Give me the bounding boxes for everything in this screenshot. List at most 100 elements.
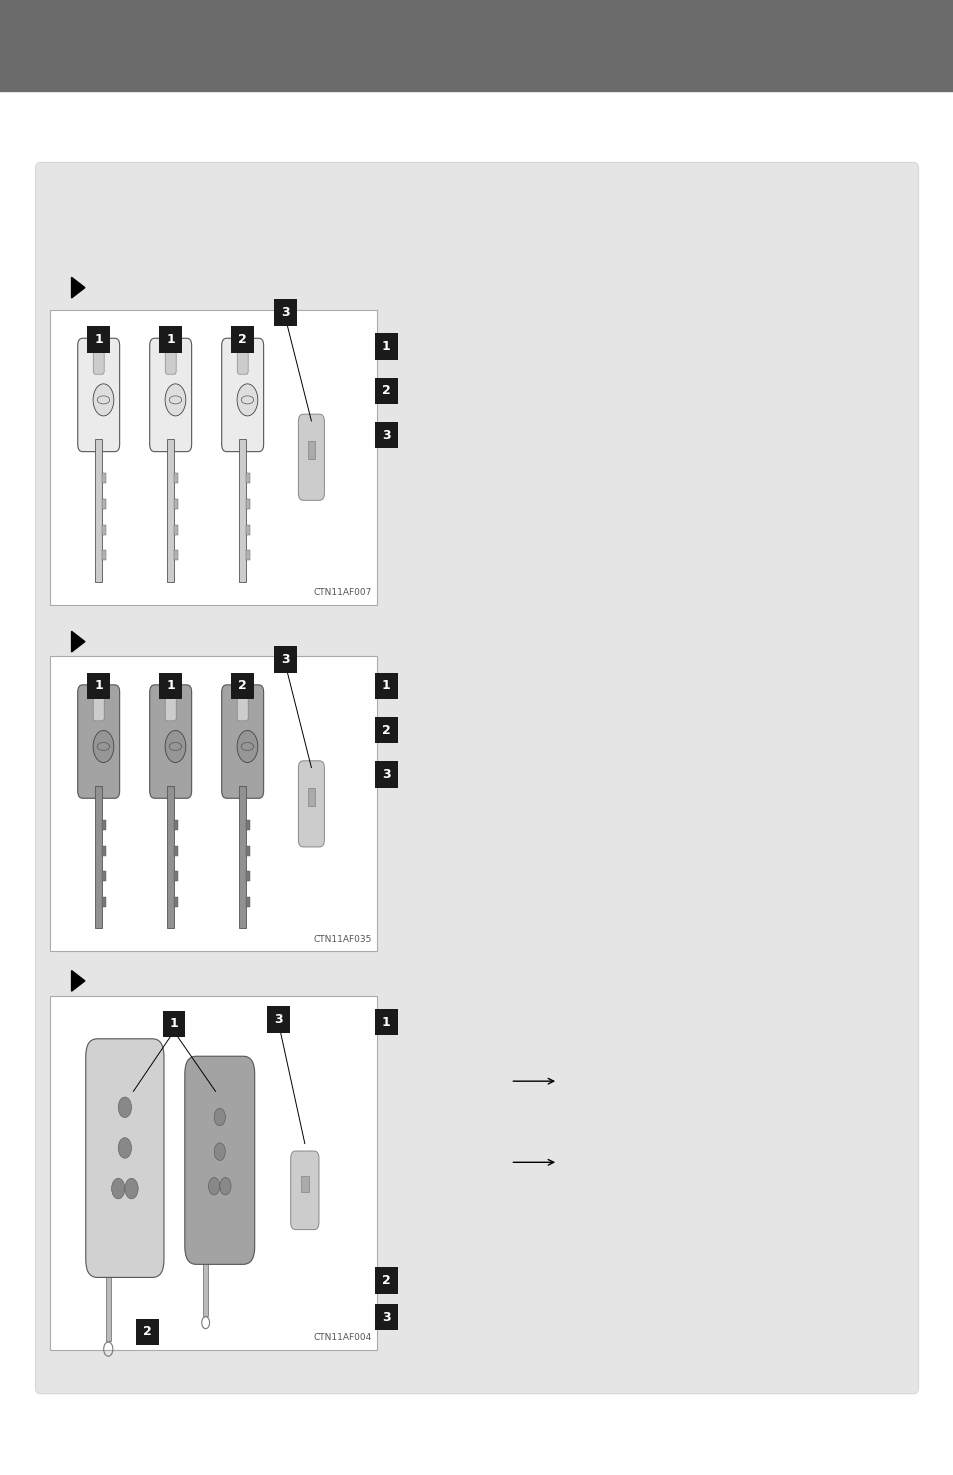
Text: 1: 1 [381, 680, 391, 692]
Circle shape [118, 1097, 132, 1118]
FancyBboxPatch shape [231, 326, 253, 353]
Bar [246, 820, 250, 830]
FancyBboxPatch shape [150, 684, 192, 798]
Text: 2: 2 [143, 1326, 152, 1338]
Bar [246, 525, 250, 535]
Circle shape [237, 384, 257, 416]
Bar [102, 473, 106, 484]
Circle shape [112, 1179, 125, 1199]
Bar [246, 550, 250, 560]
Bar [174, 845, 177, 856]
Bar [102, 499, 106, 509]
FancyBboxPatch shape [375, 378, 397, 404]
FancyBboxPatch shape [50, 310, 376, 605]
FancyBboxPatch shape [136, 1319, 159, 1345]
Bar [308, 788, 314, 805]
Circle shape [125, 1179, 138, 1199]
Text: 1: 1 [381, 1016, 391, 1028]
Bar [102, 897, 106, 907]
FancyBboxPatch shape [375, 761, 397, 788]
FancyBboxPatch shape [159, 326, 182, 353]
Bar [246, 845, 250, 856]
Circle shape [219, 1177, 231, 1195]
Text: 3: 3 [381, 429, 391, 441]
Bar [102, 550, 106, 560]
FancyBboxPatch shape [298, 414, 324, 500]
Text: 3: 3 [381, 768, 391, 780]
Text: 2: 2 [381, 724, 391, 736]
Polygon shape [71, 277, 85, 298]
Bar [174, 499, 177, 509]
Text: 3: 3 [280, 653, 289, 665]
Text: 1: 1 [166, 680, 174, 692]
Text: CTN11AF035: CTN11AF035 [314, 935, 372, 944]
FancyBboxPatch shape [239, 440, 246, 581]
Bar [174, 897, 177, 907]
Bar [174, 820, 177, 830]
FancyBboxPatch shape [274, 299, 296, 326]
Bar [102, 845, 106, 856]
Bar [308, 441, 314, 459]
Bar [174, 525, 177, 535]
FancyBboxPatch shape [50, 996, 376, 1350]
Text: 3: 3 [280, 307, 289, 319]
FancyBboxPatch shape [87, 326, 110, 353]
Circle shape [209, 1177, 219, 1195]
FancyBboxPatch shape [93, 351, 104, 375]
Text: 2: 2 [238, 680, 247, 692]
FancyBboxPatch shape [237, 698, 248, 721]
FancyBboxPatch shape [203, 1229, 208, 1316]
FancyBboxPatch shape [150, 338, 192, 451]
FancyBboxPatch shape [167, 786, 174, 928]
FancyBboxPatch shape [77, 338, 119, 451]
FancyBboxPatch shape [106, 1239, 111, 1341]
Text: 1: 1 [170, 1018, 178, 1031]
FancyBboxPatch shape [35, 162, 918, 1394]
Polygon shape [71, 631, 85, 652]
Polygon shape [71, 971, 85, 991]
FancyBboxPatch shape [267, 1006, 290, 1032]
FancyBboxPatch shape [87, 673, 110, 699]
FancyBboxPatch shape [375, 1267, 397, 1294]
FancyBboxPatch shape [274, 646, 296, 673]
Bar [246, 499, 250, 509]
Text: 1: 1 [94, 333, 103, 345]
FancyBboxPatch shape [221, 338, 263, 451]
Text: 2: 2 [381, 1274, 391, 1286]
Text: 2: 2 [238, 333, 247, 345]
Bar [246, 872, 250, 882]
Circle shape [165, 730, 186, 763]
Bar [0, 0, 953, 91]
FancyBboxPatch shape [159, 673, 182, 699]
Bar [174, 473, 177, 484]
Bar [301, 1176, 308, 1192]
Bar [174, 550, 177, 560]
Bar [102, 820, 106, 830]
FancyBboxPatch shape [77, 684, 119, 798]
FancyBboxPatch shape [162, 1010, 185, 1037]
Text: 2: 2 [381, 385, 391, 397]
FancyBboxPatch shape [165, 698, 176, 721]
Bar [102, 525, 106, 535]
FancyBboxPatch shape [165, 351, 176, 375]
Text: 3: 3 [274, 1013, 283, 1025]
FancyBboxPatch shape [95, 440, 102, 581]
Text: 1: 1 [94, 680, 103, 692]
FancyBboxPatch shape [375, 333, 397, 360]
Text: 1: 1 [166, 333, 174, 345]
Circle shape [237, 730, 257, 763]
FancyBboxPatch shape [237, 351, 248, 375]
FancyBboxPatch shape [95, 786, 102, 928]
Circle shape [213, 1108, 225, 1125]
FancyBboxPatch shape [50, 656, 376, 951]
Circle shape [93, 730, 113, 763]
Bar [246, 473, 250, 484]
Bar [174, 872, 177, 882]
FancyBboxPatch shape [185, 1056, 254, 1264]
Text: 1: 1 [381, 341, 391, 353]
Circle shape [165, 384, 186, 416]
Bar [102, 872, 106, 882]
FancyBboxPatch shape [291, 1150, 318, 1230]
FancyBboxPatch shape [231, 673, 253, 699]
Bar [246, 897, 250, 907]
